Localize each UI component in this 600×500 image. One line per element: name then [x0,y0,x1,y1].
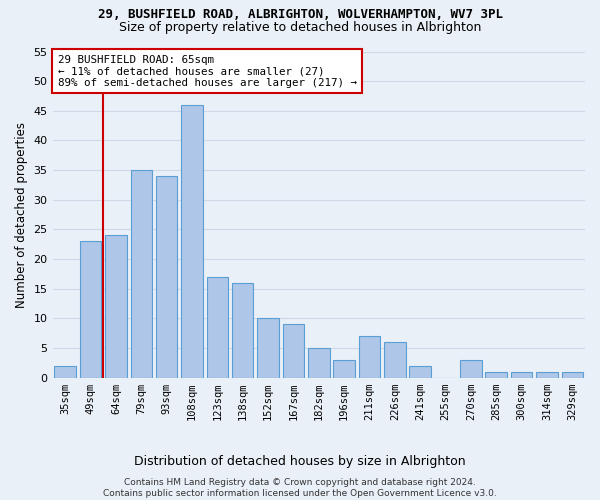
Bar [257,318,279,378]
Text: 29 BUSHFIELD ROAD: 65sqm
← 11% of detached houses are smaller (27)
89% of semi-d: 29 BUSHFIELD ROAD: 65sqm ← 11% of detach… [58,55,357,88]
Bar [105,236,127,378]
Bar [334,360,355,378]
Text: Contains HM Land Registry data © Crown copyright and database right 2024.
Contai: Contains HM Land Registry data © Crown c… [103,478,497,498]
Bar [359,336,380,378]
Bar [181,105,203,378]
Bar [511,372,532,378]
Text: Distribution of detached houses by size in Albrighton: Distribution of detached houses by size … [134,455,466,468]
Bar [308,348,329,378]
Bar [55,366,76,378]
Bar [460,360,482,378]
Y-axis label: Number of detached properties: Number of detached properties [15,122,28,308]
Bar [206,277,228,378]
Bar [536,372,558,378]
Bar [384,342,406,378]
Bar [80,242,101,378]
Text: 29, BUSHFIELD ROAD, ALBRIGHTON, WOLVERHAMPTON, WV7 3PL: 29, BUSHFIELD ROAD, ALBRIGHTON, WOLVERHA… [97,8,503,20]
Bar [485,372,507,378]
Bar [409,366,431,378]
Bar [156,176,178,378]
Bar [562,372,583,378]
Bar [283,324,304,378]
Text: Size of property relative to detached houses in Albrighton: Size of property relative to detached ho… [119,21,481,34]
Bar [131,170,152,378]
Bar [232,283,253,378]
